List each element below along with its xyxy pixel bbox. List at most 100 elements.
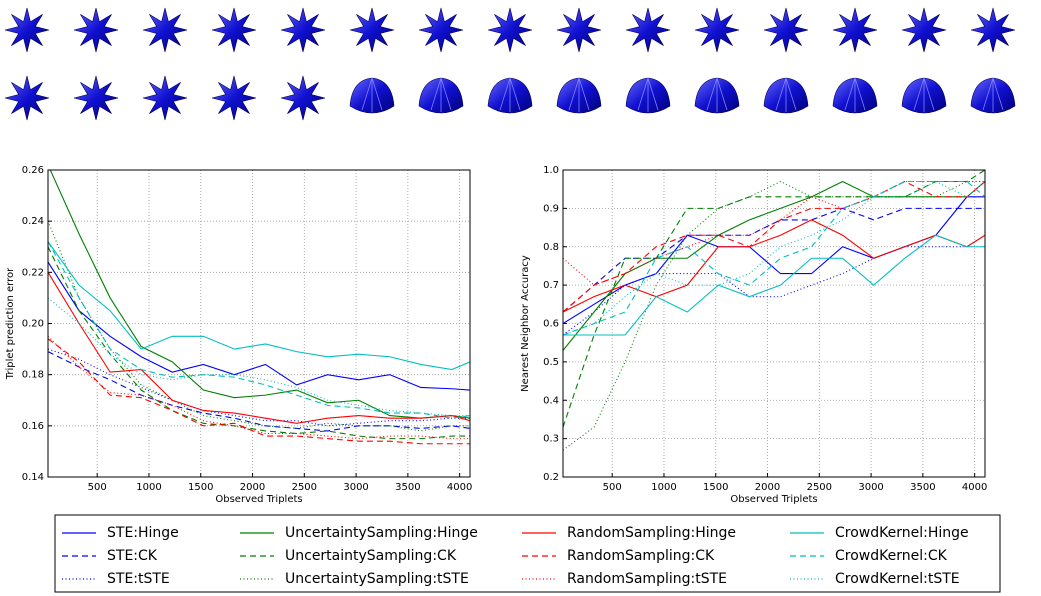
legend-label: RandomSampling:Hinge <box>567 525 736 541</box>
shape <box>418 77 464 114</box>
series-line <box>48 246 470 440</box>
legend-label: UncertaintySampling:Hinge <box>285 525 478 541</box>
y-tick-label: 0.8 <box>543 242 559 253</box>
y-axis-label: Triplet prediction error <box>5 267 16 380</box>
y-tick-label: 0.2 <box>543 472 559 483</box>
x-tick-label: 500 <box>88 482 107 493</box>
series-line <box>48 241 470 371</box>
series-line <box>563 234 985 336</box>
series-line <box>48 335 470 440</box>
series-line <box>563 234 985 336</box>
x-tick-label: 3000 <box>858 482 883 493</box>
x-axis-label: Observed Triplets <box>215 494 302 505</box>
x-tick-label: 3500 <box>910 482 935 493</box>
x-tick-label: 2000 <box>240 482 265 493</box>
y-axis-label: Nearest Neighbor Accuracy <box>520 255 531 392</box>
legend: STE:Hinge STE:CK STE:tSTE UncertaintySampli… <box>62 525 969 587</box>
shape <box>349 7 395 53</box>
chart: 0.2 0.3 0.4 0.5 0.6 0.7 0.8 0.9 1.0 500 1000 1500 20… <box>520 165 987 505</box>
y-tick-label: 0.7 <box>543 280 559 291</box>
shape <box>211 75 257 121</box>
legend-label: STE:CK <box>107 548 158 564</box>
shape <box>280 75 326 121</box>
shape <box>487 7 533 53</box>
shape <box>901 77 947 114</box>
y-tick-label: 0.9 <box>543 203 559 214</box>
y-tick-label: 0.3 <box>543 434 559 445</box>
series-line <box>563 180 985 313</box>
y-tick-label: 0.4 <box>543 395 559 406</box>
legend-label: UncertaintySampling:tSTE <box>285 571 469 587</box>
shape <box>556 7 602 53</box>
shape <box>556 77 602 114</box>
y-tick-label: 1.0 <box>543 165 559 176</box>
y-tick-label: 0.16 <box>22 421 44 432</box>
shape <box>418 7 464 53</box>
shape <box>73 7 119 53</box>
shape-row-2 <box>4 75 1016 121</box>
legend-label: RandomSampling:tSTE <box>567 571 727 587</box>
series-line <box>48 272 470 424</box>
series-line <box>48 261 470 391</box>
shape <box>211 7 257 53</box>
legend-label: STE:tSTE <box>107 571 170 587</box>
shape <box>142 75 188 121</box>
series-line <box>48 220 470 432</box>
series-line <box>48 297 470 417</box>
series-line <box>48 241 470 419</box>
series-line <box>563 196 985 324</box>
y-tick-label: 0.6 <box>543 319 559 330</box>
shape <box>832 77 878 114</box>
x-axis-label: Observed Triplets <box>730 494 817 505</box>
legend-label: CrowdKernel:Hinge <box>835 525 969 541</box>
x-tick-label: 500 <box>603 482 622 493</box>
shape <box>832 7 878 53</box>
x-tick-label: 3500 <box>395 482 420 493</box>
y-tick-label: 0.24 <box>22 216 44 227</box>
shape <box>4 7 50 53</box>
legend-label: UncertaintySampling:CK <box>285 548 457 564</box>
shape <box>142 7 188 53</box>
series-line <box>48 351 470 432</box>
plot-frame <box>47 169 471 478</box>
y-tick-label: 0.26 <box>22 165 44 176</box>
y-tick-label: 0.5 <box>543 357 559 368</box>
x-tick-label: 1000 <box>651 482 676 493</box>
shape <box>970 77 1016 114</box>
y-tick-label: 0.14 <box>22 472 44 483</box>
legend-box <box>54 514 1001 593</box>
legend-label: RandomSampling:CK <box>567 548 715 564</box>
x-tick-label: 4000 <box>962 482 987 493</box>
shape <box>487 77 533 114</box>
y-tick-label: 0.22 <box>22 267 44 278</box>
series-line <box>48 338 470 445</box>
legend-label: STE:Hinge <box>107 525 179 541</box>
legend-label: CrowdKernel:tSTE <box>835 571 960 587</box>
shape <box>763 77 809 114</box>
series-line <box>563 180 985 451</box>
shape <box>901 7 947 53</box>
shape <box>694 7 740 53</box>
shape <box>625 7 671 53</box>
y-tick-label: 0.18 <box>22 370 44 381</box>
shape <box>4 75 50 121</box>
x-tick-label: 1000 <box>136 482 161 493</box>
shape <box>970 7 1016 53</box>
x-tick-label: 2500 <box>807 482 832 493</box>
plot-frame <box>562 169 986 478</box>
x-tick-label: 2500 <box>292 482 317 493</box>
x-tick-label: 1500 <box>188 482 213 493</box>
legend-label: CrowdKernel:CK <box>835 548 948 564</box>
series-line <box>563 180 985 351</box>
series-line <box>563 170 985 428</box>
chart: 0.14 0.16 0.18 0.20 0.22 0.24 0.26 500 1000 1500 2… <box>5 165 472 505</box>
y-tick-label: 0.20 <box>22 319 44 330</box>
series-line <box>49 170 470 419</box>
x-tick-label: 1500 <box>703 482 728 493</box>
shape <box>349 77 395 114</box>
x-tick-label: 4000 <box>447 482 472 493</box>
x-tick-label: 2000 <box>755 482 780 493</box>
shape <box>694 77 740 114</box>
shape <box>73 75 119 121</box>
